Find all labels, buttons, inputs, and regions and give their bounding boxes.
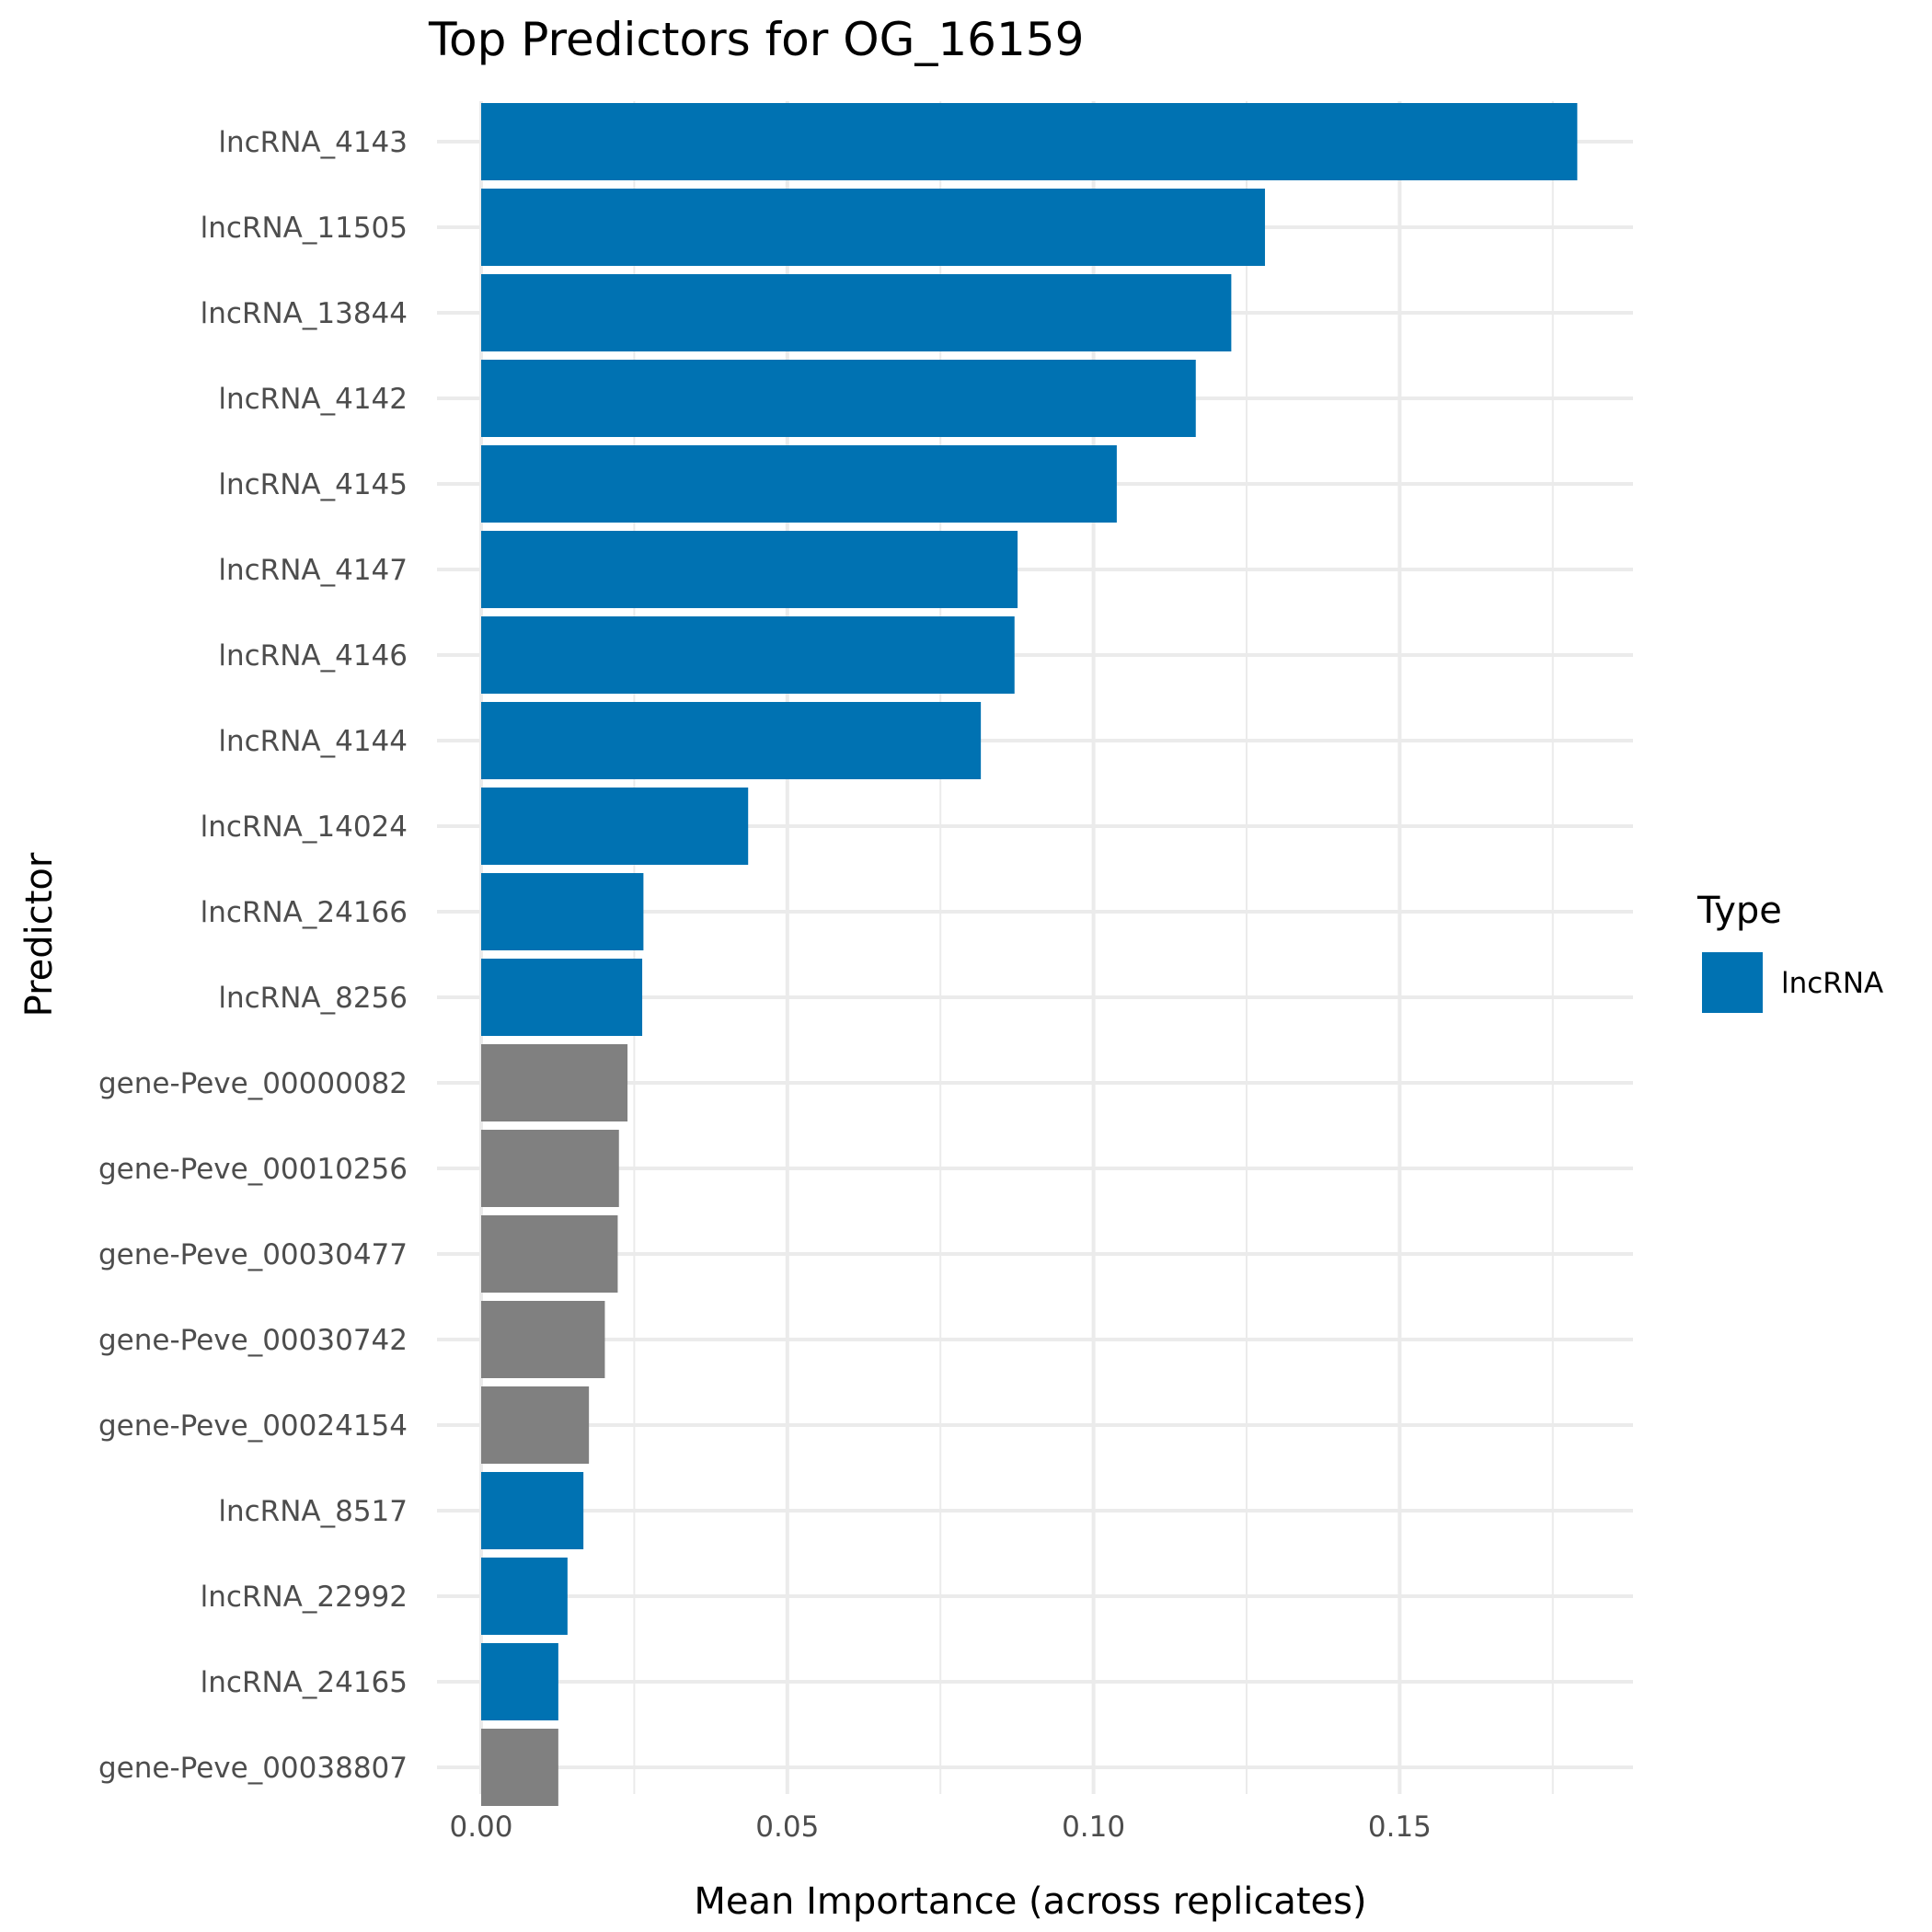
y-tick-label: gene-Peve_00030742 [98, 1324, 408, 1357]
bar-lncrna_4146 [481, 616, 1015, 694]
bar-lncrna_11505 [481, 189, 1265, 266]
y-tick-labels: lncRNA_4143 lncRNA_11505 lncRNA_13844 lncRN… [98, 126, 408, 1785]
y-axis-title: Predictor [18, 852, 61, 1017]
bar-lncrna_4145 [481, 445, 1117, 523]
bar-lncrna_14024 [481, 788, 749, 865]
y-tick-label: lncRNA_24165 [201, 1666, 408, 1699]
bar-gene-peve_00000082 [481, 1044, 628, 1121]
y-tick-label: gene-Peve_00024154 [98, 1409, 408, 1443]
bar-lncrna_13844 [481, 274, 1232, 351]
bar-gene-peve_00030742 [481, 1301, 605, 1378]
legend-swatch-lncrna [1702, 952, 1763, 1013]
y-tick-label: lncRNA_14024 [201, 811, 408, 844]
legend-label-lncrna: lncRNA [1781, 967, 1883, 1000]
bar-lncrna_4147 [481, 531, 1018, 608]
bars [481, 103, 1578, 1806]
y-tick-label: lncRNA_13844 [201, 297, 408, 330]
x-tick-label: 0.00 [449, 1811, 512, 1844]
chart-title: Top Predictors for OG_16159 [428, 13, 1084, 66]
y-tick-label: lncRNA_24166 [201, 896, 408, 929]
bar-gene-peve_00024154 [481, 1386, 590, 1464]
x-tick-label: 0.10 [1062, 1811, 1125, 1844]
bar-lncrna_8256 [481, 959, 643, 1036]
bar-lncrna_24166 [481, 873, 644, 950]
y-tick-label: lncRNA_4146 [218, 639, 408, 673]
bar-gene-peve_00038807 [481, 1729, 558, 1806]
y-tick-label: lncRNA_22992 [201, 1581, 408, 1614]
legend: Type lncRNA [1696, 890, 1883, 1013]
bar-lncrna_4144 [481, 702, 982, 779]
y-tick-label: lncRNA_4142 [218, 383, 408, 416]
legend-title: Type [1696, 890, 1782, 932]
x-tick-label: 0.15 [1368, 1811, 1432, 1844]
x-axis-title: Mean Importance (across replicates) [694, 1880, 1366, 1923]
y-tick-label: lncRNA_4144 [218, 725, 408, 758]
bar-gene-peve_00030477 [481, 1215, 618, 1293]
y-tick-label: lncRNA_11505 [201, 212, 408, 245]
y-tick-label: lncRNA_4147 [218, 554, 408, 587]
y-tick-label: gene-Peve_00000082 [98, 1067, 408, 1100]
y-tick-label: lncRNA_4143 [218, 126, 408, 159]
bar-lncrna_4142 [481, 360, 1196, 437]
y-tick-label: gene-Peve_00010256 [98, 1153, 408, 1186]
x-tick-label: 0.05 [755, 1811, 819, 1844]
y-tick-label: gene-Peve_00030477 [98, 1238, 408, 1271]
bar-gene-peve_00010256 [481, 1130, 619, 1207]
y-tick-label: lncRNA_8517 [218, 1495, 408, 1528]
bar-lncrna_8517 [481, 1472, 584, 1549]
bar-lncrna_24165 [481, 1643, 558, 1720]
bar-lncrna_22992 [481, 1558, 568, 1635]
y-tick-label: lncRNA_8256 [218, 982, 408, 1015]
bar-lncrna_4143 [481, 103, 1578, 180]
y-tick-label: gene-Peve_00038807 [98, 1752, 408, 1785]
x-tick-labels: 0.00 0.05 0.10 0.15 [449, 1811, 1431, 1844]
y-tick-label: lncRNA_4145 [218, 468, 408, 501]
